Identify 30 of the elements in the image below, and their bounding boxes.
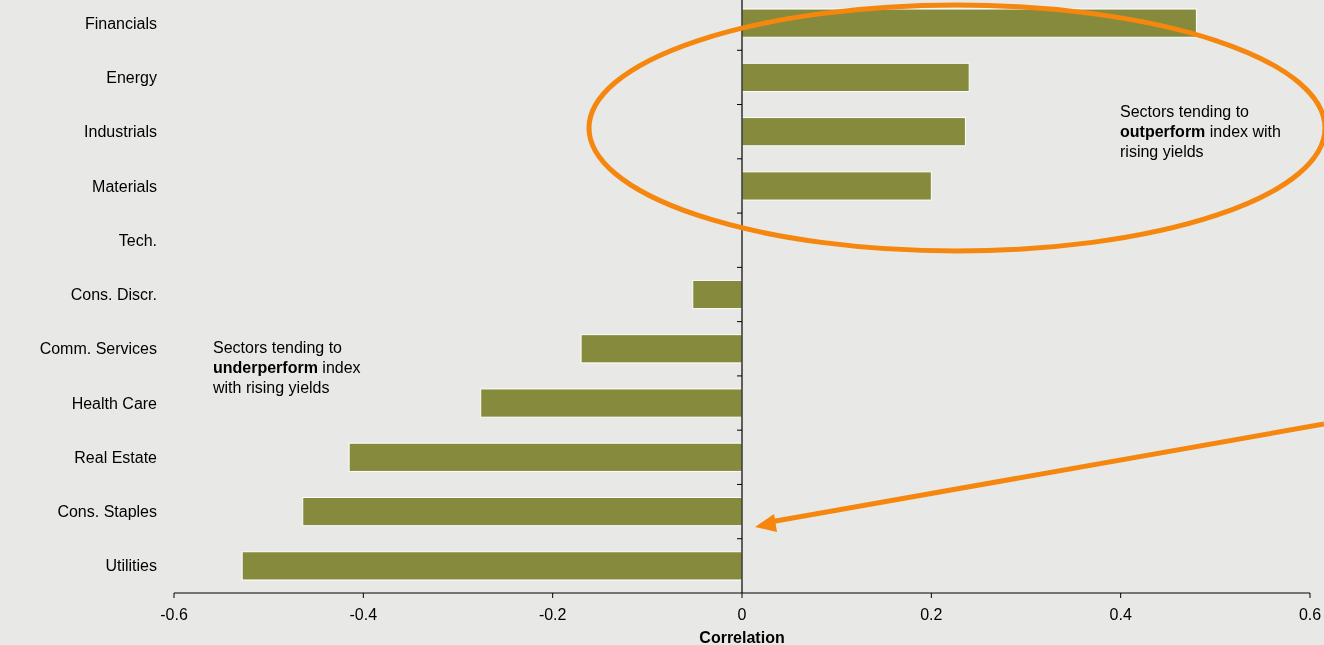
y-tick-label: Cons. Staples bbox=[57, 503, 157, 521]
y-tick-label: Comm. Services bbox=[39, 340, 157, 358]
bar bbox=[580, 334, 743, 364]
y-tick-label: Real Estate bbox=[74, 448, 158, 466]
x-tick-label: 0 bbox=[737, 606, 747, 623]
x-tick-label: 0.6 bbox=[1298, 606, 1322, 623]
x-axis-title: Correlation bbox=[699, 629, 785, 645]
x-tick-label: -0.6 bbox=[160, 606, 188, 623]
bar bbox=[348, 442, 743, 472]
y-tick-label: Industrials bbox=[84, 123, 157, 141]
bar bbox=[480, 388, 743, 418]
y-tick-label: Financials bbox=[84, 14, 157, 32]
y-tick-label: Tech. bbox=[118, 231, 157, 249]
bar bbox=[741, 117, 966, 147]
y-tick-label: Materials bbox=[92, 177, 157, 195]
annotation: Sectors tending to outperform index with rising yields bbox=[1120, 103, 1281, 160]
x-tick-label: 0.4 bbox=[1109, 606, 1132, 623]
bar bbox=[241, 551, 743, 581]
bar bbox=[741, 62, 970, 93]
y-tick-label: Utilities bbox=[105, 557, 157, 575]
bar bbox=[692, 279, 743, 310]
y-tick-label: Energy bbox=[106, 69, 157, 87]
y-tick-label: Health Care bbox=[71, 394, 158, 412]
annotation: Sectors tending to underperform index with rising yields bbox=[212, 339, 361, 396]
bar bbox=[302, 496, 743, 527]
y-tick-label: Cons. Discr. bbox=[70, 286, 157, 304]
bar bbox=[741, 171, 932, 201]
x-tick-label: -0.2 bbox=[538, 606, 567, 623]
x-tick-label: -0.4 bbox=[349, 606, 378, 623]
x-tick-label: 0.2 bbox=[920, 606, 943, 623]
